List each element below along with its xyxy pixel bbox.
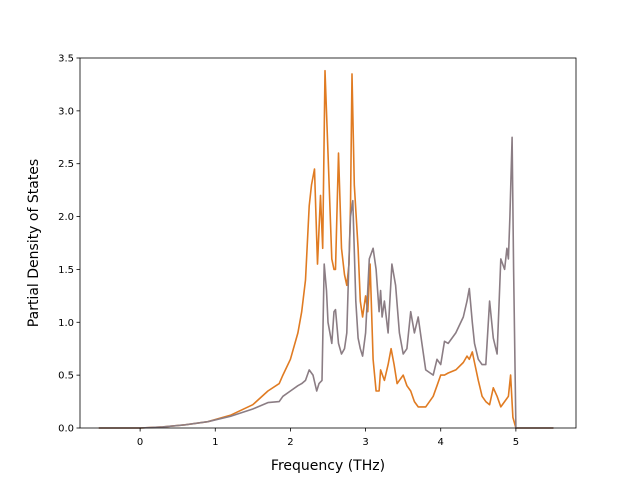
series-line-2 <box>98 136 554 429</box>
y-axis-label: Partial Density of States <box>26 159 42 327</box>
y-tick-label: 3.5 <box>58 54 74 65</box>
x-tick-label: 3 <box>362 437 368 448</box>
series-layer <box>98 69 554 429</box>
y-tick-label: 1.5 <box>58 265 74 276</box>
y-tick-label: 2.5 <box>58 159 74 170</box>
x-axis-label: Frequency (THz) <box>271 458 385 474</box>
x-axis-ticks: 0 1 2 3 4 5 <box>137 428 519 448</box>
y-tick-label: 1.0 <box>58 318 74 329</box>
x-tick-label: 2 <box>287 437 293 448</box>
y-tick-label: 0.5 <box>58 371 74 382</box>
plot-frame <box>79 57 577 429</box>
x-tick-label: 4 <box>438 437 444 448</box>
y-tick-label: 3.0 <box>58 106 74 117</box>
x-tick-label: 1 <box>212 437 218 448</box>
y-axis-ticks: 0.0 0.5 1.0 1.5 2.0 2.5 3.0 3.5 <box>58 54 80 435</box>
y-tick-label: 2.0 <box>58 212 74 223</box>
x-tick-label: 5 <box>513 437 519 448</box>
x-tick-label: 0 <box>137 437 143 448</box>
y-tick-label: 0.0 <box>58 424 74 435</box>
series-line-1 <box>98 69 554 429</box>
